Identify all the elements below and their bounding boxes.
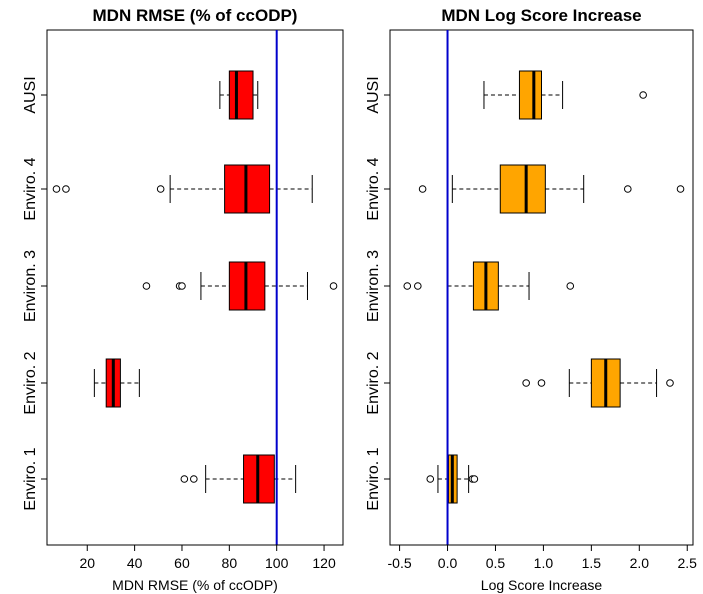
x-axis-label: Log Score Increase	[481, 577, 603, 593]
panel-title: MDN RMSE (% of ccODP)	[93, 6, 298, 25]
box-1	[426, 454, 479, 504]
category-label: Environ. 3	[22, 250, 39, 322]
x-tick-label: 0.0	[438, 555, 458, 571]
outlier-point	[623, 185, 632, 193]
outlier-point	[639, 91, 647, 99]
category-label: AUSI	[22, 76, 39, 113]
iqr-box	[499, 164, 546, 214]
outlier-point	[142, 282, 151, 290]
outlier-point	[537, 379, 546, 387]
x-tick-label: 2.0	[630, 555, 650, 571]
outlier-point	[62, 185, 70, 193]
outlier-point	[676, 185, 685, 193]
panel-logscore: MDN Log Score Increase -0.5 0.0 0.5 1.0 1.5 2.…	[365, 6, 697, 593]
box-4	[52, 164, 313, 214]
x-tick-label: 120	[312, 555, 336, 571]
panel-title: MDN Log Score Increase	[441, 6, 641, 25]
outlier-point	[52, 185, 61, 193]
plot-frame	[46, 29, 344, 546]
x-tick-label: 1.5	[582, 555, 602, 571]
box-1	[180, 454, 297, 504]
outlier-point	[329, 282, 338, 290]
x-tick-label: 20	[79, 555, 95, 571]
category-label: Enviro. 1	[365, 447, 382, 510]
x-tick-label: 2.5	[678, 555, 698, 571]
category-label: Enviro. 2	[365, 351, 382, 414]
x-tick-label: -0.5	[388, 555, 412, 571]
box-5	[219, 70, 259, 120]
outlier-point	[403, 282, 412, 290]
iqr-box	[228, 70, 254, 120]
outlier-point	[522, 379, 530, 387]
x-tick-label: 0.5	[486, 555, 506, 571]
box-4	[418, 164, 685, 214]
panel-rmse: MDN RMSE (% of ccODP) 20 40 60 80 100 120 MDN R…	[22, 6, 344, 593]
outlier-point	[566, 282, 575, 290]
category-label: Enviro. 2	[22, 351, 39, 414]
box-5	[483, 70, 647, 120]
outlier-point	[418, 185, 427, 193]
outlier-point	[426, 475, 435, 483]
x-tick-label: 80	[222, 555, 238, 571]
outlier-point	[190, 475, 198, 483]
iqr-box	[518, 70, 543, 120]
box-2	[522, 358, 674, 408]
x-tick-label: 100	[265, 555, 289, 571]
category-label: Enviro. 4	[22, 157, 39, 220]
outlier-point	[156, 185, 165, 193]
box-3	[142, 261, 338, 311]
x-tick-label: 60	[174, 555, 190, 571]
outlier-point	[470, 475, 479, 483]
outlier-point	[666, 379, 674, 387]
category-label: AUSI	[365, 76, 382, 113]
x-tick-label: 1.0	[534, 555, 554, 571]
category-label: Enviro. 1	[22, 447, 39, 510]
box-3	[403, 261, 575, 311]
x-axis-label: MDN RMSE (% of ccODP)	[112, 577, 278, 593]
outlier-point	[178, 282, 186, 290]
outlier-point	[414, 282, 422, 290]
box-2	[93, 358, 140, 408]
x-tick-label: 40	[127, 555, 143, 571]
outlier-point	[180, 475, 189, 483]
category-label: Environ. 3	[365, 250, 382, 322]
category-label: Enviro. 4	[365, 157, 382, 220]
